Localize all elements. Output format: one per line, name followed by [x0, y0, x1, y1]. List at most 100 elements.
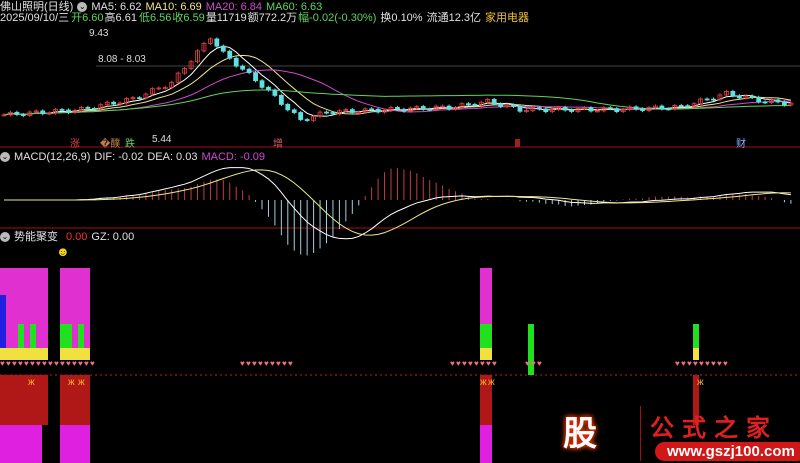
candle-body	[530, 107, 536, 112]
candle-body	[672, 105, 678, 110]
magenta-bar	[84, 268, 90, 360]
heart-icon: ♥	[525, 359, 530, 368]
candle-body	[382, 109, 387, 113]
heart-icon: ♥	[0, 359, 5, 368]
yellow-bar	[18, 348, 24, 360]
heart-icon: ♥	[24, 359, 29, 368]
chevron-down-icon[interactable]: ⌄	[0, 152, 10, 163]
butterfly-icon: ж	[78, 377, 85, 388]
high: 高6.61	[104, 12, 137, 24]
date: 2025/09/10/三	[0, 12, 70, 24]
candle-body	[395, 106, 400, 110]
candle-body	[311, 115, 317, 121]
butterfly-icon: ж	[488, 377, 495, 388]
candle-body	[788, 102, 794, 106]
macd-title: ⌄ MACD(12,26,9) DIF: -0.02 DEA: 0.03 MACD: -…	[0, 151, 269, 163]
candle-body	[201, 42, 207, 52]
candle-body	[388, 106, 394, 111]
candle-body	[736, 95, 742, 99]
magenta-bottom-bar	[30, 425, 36, 463]
heart-icon: ♥	[699, 359, 704, 368]
heart-icon: ♥	[36, 359, 41, 368]
candle-body	[182, 68, 188, 74]
magenta-bottom-bar	[60, 425, 66, 463]
candle-body	[14, 111, 20, 115]
quote-header: 2025/09/10/三 开6.60高6.61 低6.56收6.59量11719额7…	[0, 12, 533, 24]
magenta-bottom-bar	[84, 425, 90, 463]
yellow-bar	[78, 348, 84, 360]
candle-body	[188, 61, 194, 69]
candle-body	[72, 109, 78, 113]
candle-body	[627, 106, 633, 111]
heart-icon: ♥	[48, 359, 53, 368]
yellow-bar	[60, 348, 66, 360]
candlesticks	[1, 37, 794, 122]
heart-icon: ♥	[66, 359, 71, 368]
heart-icon: ♥	[12, 359, 17, 368]
magenta-bar	[36, 268, 42, 360]
marker-2: �醭	[100, 137, 120, 150]
ma-header: 佛山照明(日线) ⌄ MA5: 6.62 MA10: 6.69 MA20: 6.84 MA…	[0, 1, 326, 13]
heart-icon: ♥	[456, 359, 461, 368]
heart-icon: ♥	[711, 359, 716, 368]
candle-body	[207, 38, 213, 44]
heart-icon: ♥	[687, 359, 692, 368]
magenta-bottom-bar	[66, 425, 72, 463]
red-bar	[18, 375, 24, 425]
heart-icon: ♥	[270, 359, 275, 368]
heart-icon: ♥	[18, 359, 23, 368]
candle-body	[304, 119, 310, 121]
green-bar	[480, 324, 486, 348]
candle-body	[233, 57, 239, 67]
candle-body	[724, 91, 729, 96]
ma20-value: MA20: 6.84	[205, 1, 262, 13]
candle-body	[678, 105, 684, 107]
red-bar	[6, 375, 12, 425]
heart-icon: ♥	[723, 359, 728, 368]
candle-body	[491, 99, 497, 105]
candle-body	[375, 108, 381, 113]
candle-body	[691, 103, 697, 108]
magenta-bar	[42, 268, 48, 360]
green-bar	[528, 324, 534, 348]
chevron-down-icon[interactable]: ⌄	[0, 232, 10, 243]
candle-body	[291, 109, 297, 113]
candle-body	[369, 108, 375, 111]
magenta-bottom-bar	[486, 425, 492, 463]
candle-body	[504, 104, 510, 107]
amount: 额772.2万	[247, 12, 298, 24]
candle-body	[465, 103, 471, 106]
candle-body	[149, 88, 155, 95]
candle-body	[272, 89, 278, 96]
heart-icon: ♥	[78, 359, 83, 368]
yellow-bar	[84, 348, 90, 360]
watermark-logo: 股 公式之家 www.gszj100.com	[555, 402, 800, 463]
heart-icon: ♥	[252, 359, 257, 368]
magenta-bottom-bar	[36, 425, 42, 463]
candle-body	[446, 105, 452, 110]
candle-body	[240, 65, 246, 70]
heart-icon: ♥	[84, 359, 89, 368]
logo-divider	[640, 406, 641, 461]
candle-body	[162, 87, 168, 89]
magenta-bottom-bar	[480, 425, 486, 463]
candle-body	[266, 86, 271, 91]
candle-body	[440, 105, 446, 108]
low-price-label: 5.44	[152, 134, 172, 145]
marker-cai: 财	[736, 137, 746, 150]
candle-body	[156, 87, 162, 90]
candle-body	[420, 106, 426, 110]
green-bar	[66, 324, 72, 348]
candle-body	[130, 97, 136, 100]
candle-body	[117, 102, 123, 105]
candle-body	[762, 101, 768, 104]
candle-body	[498, 103, 504, 107]
magenta-bar	[6, 268, 12, 360]
red-bar	[30, 375, 36, 425]
chevron-down-icon[interactable]: ⌄	[77, 2, 88, 13]
candle-body	[104, 101, 110, 106]
candle-body	[601, 107, 607, 112]
candle-body	[478, 101, 484, 107]
low: 低6.56	[138, 12, 172, 24]
